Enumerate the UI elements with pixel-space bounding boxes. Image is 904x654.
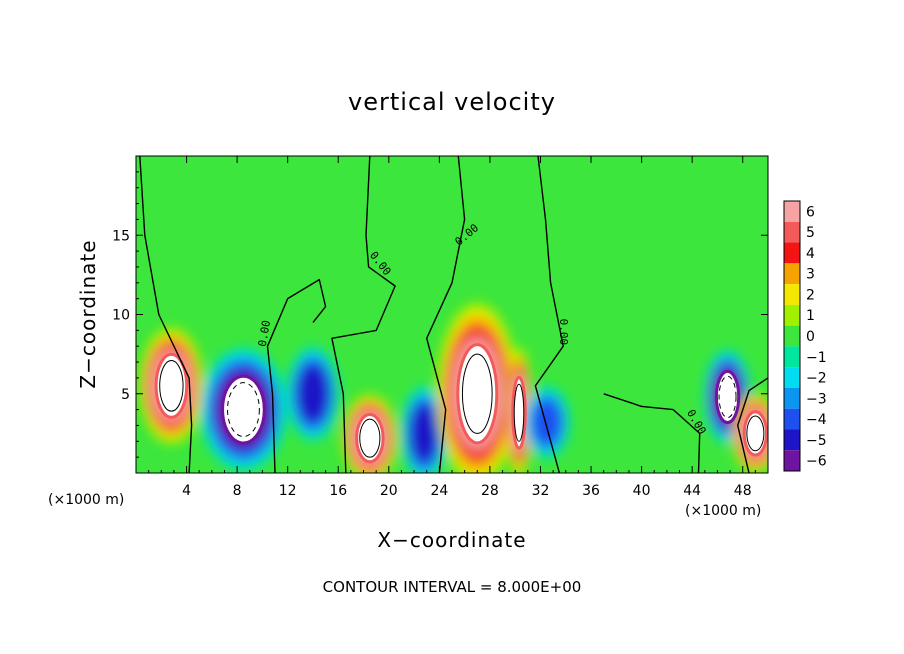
colorbar-label-8: −2 <box>806 371 827 387</box>
colorbar-label-1: 5 <box>806 225 815 241</box>
updraft-core-contour-6 <box>513 383 525 442</box>
updraft-core-5 <box>456 343 499 445</box>
chart-title: vertical velocity <box>348 88 556 116</box>
x-tick-label-8: 8 <box>233 483 242 499</box>
x-tick-label-40: 40 <box>633 483 651 499</box>
colorbar-swatch-1 <box>784 221 800 243</box>
updraft-core-3 <box>355 413 385 464</box>
x-unit-label-left: (×1000 m) <box>48 492 125 508</box>
downdraft-core-contour-8 <box>718 375 737 419</box>
zero-contour-3 <box>426 156 466 473</box>
zero-contour-6 <box>737 377 768 473</box>
downdraft-core-1 <box>221 374 266 445</box>
x-tick-label-32: 32 <box>532 483 550 499</box>
colorbar-label-10: −4 <box>806 412 827 428</box>
x-tick-label-44: 44 <box>683 483 701 499</box>
colorbar-label-2: 4 <box>806 246 815 262</box>
downdraft-band-7-4 <box>531 398 562 446</box>
zero-contour-1 <box>266 278 327 473</box>
colorbar-label-9: −3 <box>806 391 827 407</box>
x-axis-label: X−coordinate <box>377 528 527 552</box>
x-tick-label-16: 16 <box>329 483 347 499</box>
downdraft-band-4-5 <box>409 404 439 463</box>
colorbar-swatch-2 <box>784 242 800 264</box>
x-tick-label-48: 48 <box>734 483 752 499</box>
contour-label-0: 0.00 <box>256 319 273 347</box>
colorbar-swatch-0 <box>784 201 800 222</box>
downdraft-core-contour-1 <box>227 382 260 438</box>
plot-area: 0.000.000.000.000.004 8 12 16 20 24 28 32 36 40 44… <box>112 155 769 499</box>
y-tick-label-10: 10 <box>112 308 130 324</box>
colorbar-swatch-12 <box>784 450 800 471</box>
updraft-core-contour-0 <box>159 359 184 412</box>
x-tick-label-20: 20 <box>380 483 398 499</box>
colorbar-label-7: −1 <box>806 350 827 366</box>
y-tick-label-5: 5 <box>121 387 130 403</box>
x-tick-label-4: 4 <box>182 483 191 499</box>
updraft-core-6 <box>511 375 527 450</box>
colorbar-swatch-4 <box>784 284 800 305</box>
contour-label-3: 0.00 <box>557 319 570 346</box>
colorbar-swatch-6 <box>784 325 800 347</box>
zero-contour-4 <box>534 156 564 473</box>
colorbar-label-3: 3 <box>806 267 815 283</box>
colorbar-label-0: 6 <box>806 204 815 220</box>
velocity-field-cores: 0.000.000.000.000.00 <box>139 156 768 473</box>
colorbar-label-11: −5 <box>806 433 827 449</box>
updraft-core-0 <box>154 352 189 419</box>
y-tick-label-15: 15 <box>112 228 130 244</box>
velocity-field: 0.000.000.000.000.00 <box>139 156 768 473</box>
zero-contour-5 <box>603 393 701 473</box>
updraft-core-contour-3 <box>359 418 381 458</box>
colorbar-frame <box>783 200 801 472</box>
updraft-core-9 <box>742 410 768 457</box>
colorbar-swatch-10 <box>784 408 800 430</box>
contour-interval-note: CONTOUR INTERVAL = 8.000E+00 <box>322 578 582 596</box>
colorbar-swatch-11 <box>784 429 800 451</box>
zero-contour-0 <box>139 156 193 473</box>
colorbar: 6 5 4 3 2 1 0 −1 −2 −3 −4 −5 −6 <box>783 200 827 472</box>
updraft-core-contour-5 <box>461 353 493 434</box>
downdraft-core-8 <box>714 369 741 424</box>
x-unit-label-right: (×1000 m) <box>685 503 762 519</box>
colorbar-swatch-3 <box>784 263 800 285</box>
colorbar-label-5: 1 <box>806 308 815 324</box>
colorbar-swatch-7 <box>784 346 800 368</box>
colorbar-swatch-5 <box>784 304 800 326</box>
colorbar-label-12: −6 <box>806 454 827 470</box>
downdraft-band-2-5 <box>296 364 330 423</box>
colorbar-swatch-9 <box>784 387 800 409</box>
colorbar-swatch-8 <box>784 367 800 388</box>
x-tick-label-12: 12 <box>279 483 297 499</box>
colorbar-label-6: 0 <box>806 329 815 345</box>
x-tick-label-36: 36 <box>582 483 600 499</box>
zero-contour-2 <box>331 156 396 473</box>
colorbar-label-4: 2 <box>806 287 815 303</box>
x-tick-label-24: 24 <box>430 483 448 499</box>
x-tick-label-28: 28 <box>481 483 499 499</box>
updraft-core-contour-9 <box>746 415 765 452</box>
